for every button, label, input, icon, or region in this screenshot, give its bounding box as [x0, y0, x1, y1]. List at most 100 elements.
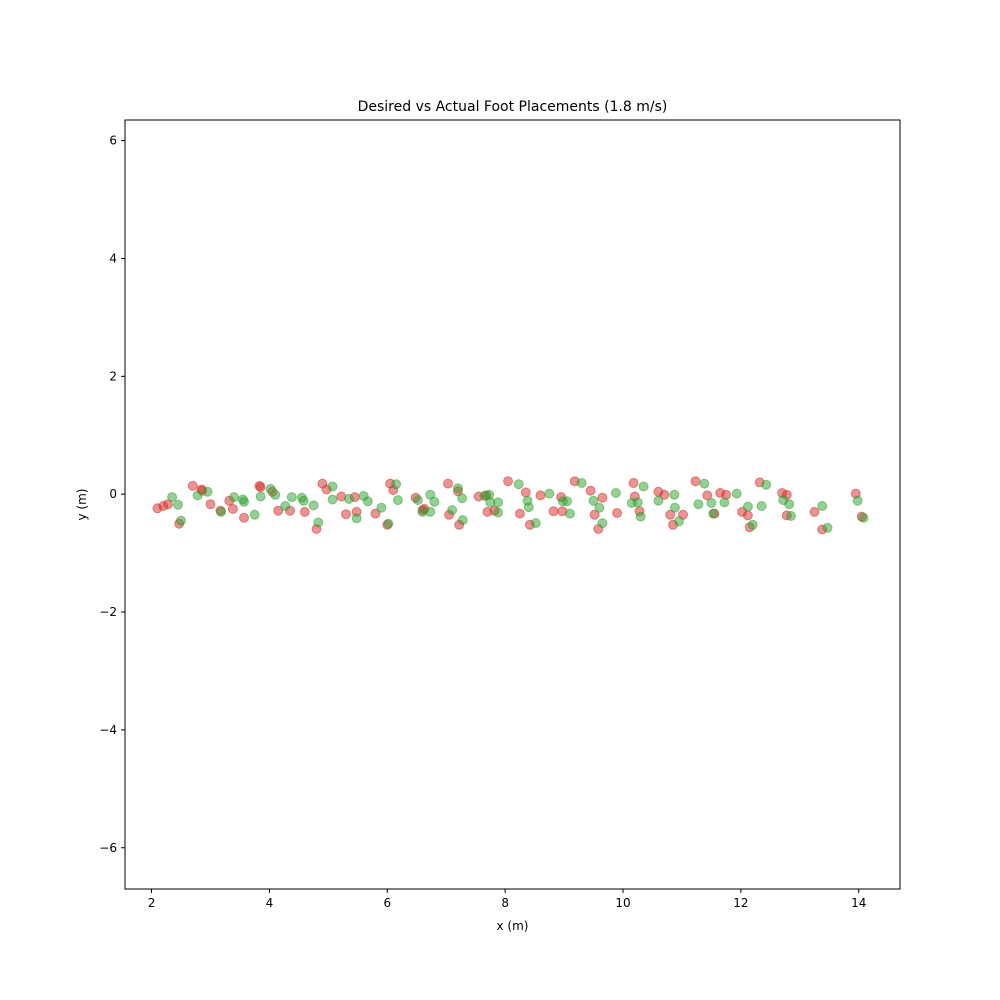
chart-title: Desired vs Actual Foot Placements (1.8 m… [358, 99, 668, 115]
data-point-series1-24 [362, 496, 373, 507]
x-tick-label: 8 [501, 896, 509, 910]
data-point-series1-28 [392, 495, 403, 506]
data-point-series1-67 [708, 508, 719, 519]
y-tick-label: −6 [99, 841, 117, 855]
data-point-series0-50 [589, 509, 600, 520]
data-point-series0-63 [702, 490, 713, 501]
data-point-series1-59 [638, 481, 649, 492]
x-tick-label: 12 [733, 896, 748, 910]
data-point-series1-4 [202, 486, 213, 497]
data-point-series1-45 [523, 502, 534, 513]
data-point-series1-13 [280, 501, 291, 511]
data-point-series0-62 [690, 476, 701, 487]
data-point-series1-63 [674, 516, 684, 527]
data-point-series1-52 [588, 495, 599, 506]
data-point-series1-72 [756, 501, 767, 511]
plot-frame [124, 119, 901, 890]
data-point-series1-16 [298, 495, 309, 506]
data-point-series1-58 [635, 511, 646, 522]
data-point-series1-12 [270, 489, 281, 500]
data-point-series1-65 [699, 478, 710, 489]
data-point-series1-14 [286, 492, 297, 503]
data-point-series1-18 [313, 517, 324, 528]
data-point-series1-50 [565, 508, 575, 519]
data-point-series1-79 [852, 495, 863, 506]
data-point-series1-76 [786, 511, 796, 521]
data-point-series1-71 [747, 519, 758, 530]
data-point-series0-25 [370, 508, 381, 519]
data-point-series1-41 [493, 507, 504, 518]
data-point-series0-17 [299, 506, 310, 517]
data-point-series1-55 [610, 488, 621, 498]
y-tick-label: 4 [109, 251, 117, 265]
data-point-series0-13 [255, 482, 266, 493]
data-point-series1-80 [858, 512, 869, 523]
data-point-series1-17 [308, 500, 319, 511]
data-point-series0-52 [597, 492, 608, 503]
data-point-series1-36 [457, 493, 468, 504]
data-point-series0-49 [585, 485, 596, 496]
data-point-series1-19 [327, 481, 338, 492]
data-point-series1-21 [344, 493, 354, 504]
data-point-series0-10 [227, 503, 238, 514]
data-point-series1-34 [447, 505, 458, 516]
data-point-series1-69 [731, 488, 742, 499]
data-point-series1-8 [239, 496, 249, 507]
y-tick-label: 2 [109, 369, 117, 383]
data-point-series0-59 [665, 509, 676, 520]
data-point-series1-53 [594, 502, 605, 513]
data-point-series0-68 [742, 510, 753, 521]
data-point-series1-60 [653, 495, 664, 506]
data-point-series1-57 [632, 497, 643, 508]
data-point-series1-27 [391, 479, 402, 490]
data-point-series1-26 [383, 518, 394, 529]
y-tick-label: −2 [99, 605, 117, 619]
data-point-series1-62 [669, 502, 680, 513]
data-point-series1-54 [597, 518, 608, 529]
data-point-series0-40 [503, 476, 514, 487]
data-point-series1-33 [429, 496, 440, 507]
data-point-series0-45 [548, 506, 559, 517]
y-tick-label: −4 [99, 723, 117, 737]
x-tick-label: 14 [851, 896, 866, 910]
data-point-series1-10 [255, 491, 266, 502]
data-point-series1-77 [817, 501, 828, 511]
data-point-series0-11 [239, 512, 249, 523]
data-point-series1-9 [249, 509, 260, 520]
data-point-series1-35 [453, 483, 463, 494]
data-point-series0-74 [809, 506, 820, 517]
data-point-series1-20 [327, 494, 338, 505]
x-tick-label: 6 [383, 896, 391, 910]
points-layer [152, 476, 869, 535]
data-point-series0-22 [341, 509, 351, 520]
x-tick-label: 4 [266, 896, 274, 910]
data-point-series1-70 [742, 501, 753, 512]
x-axis-label: x (m) [497, 919, 529, 933]
data-point-series1-68 [719, 497, 730, 508]
data-point-series1-2 [176, 515, 186, 526]
data-point-series1-43 [513, 479, 524, 490]
data-point-series1-3 [192, 490, 203, 501]
data-point-series0-7 [205, 499, 216, 510]
data-point-series1-1 [173, 499, 183, 510]
data-point-series1-78 [822, 522, 833, 533]
data-point-series1-75 [784, 499, 795, 510]
data-point-series1-22 [351, 513, 362, 524]
data-point-series0-58 [659, 489, 670, 500]
data-point-series1-29 [412, 495, 423, 506]
y-axis-label: y (m) [75, 489, 89, 521]
data-point-series1-6 [229, 492, 239, 503]
data-point-series1-32 [425, 506, 436, 517]
data-point-series1-46 [530, 518, 541, 529]
data-point-series1-0 [167, 492, 178, 503]
data-point-series0-42 [520, 487, 531, 498]
data-point-series1-61 [669, 489, 680, 500]
data-point-series0-54 [628, 478, 639, 488]
data-point-series1-25 [376, 502, 387, 513]
data-point-series0-41 [514, 508, 525, 519]
x-tick-label: 10 [615, 896, 630, 910]
data-point-series1-66 [706, 498, 717, 508]
data-point-series1-37 [457, 515, 468, 526]
y-axis: −6 −4 −2 0 2 4 6 [99, 134, 125, 855]
